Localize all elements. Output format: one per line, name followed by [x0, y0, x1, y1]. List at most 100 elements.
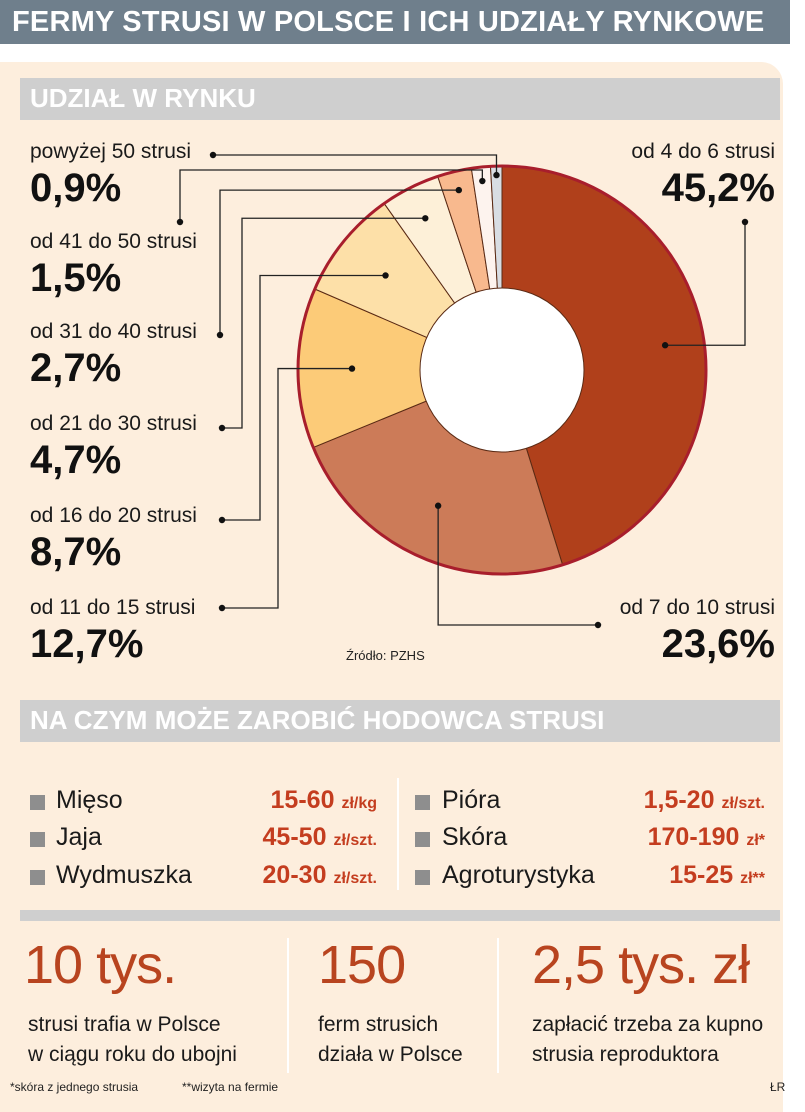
- bullet-icon: [415, 870, 430, 885]
- fact-line: działa w Polsce: [318, 1043, 463, 1066]
- leader-dot: [479, 177, 486, 185]
- earning-name: Agroturystyka: [442, 861, 595, 889]
- fact-number: 150: [318, 935, 406, 995]
- title-bar: FERMY STRUSI W POLSCE I ICH UDZIAŁY RYNK…: [0, 0, 790, 44]
- leader-11-15: [222, 367, 353, 609]
- pct-4-6: 45,2%: [661, 166, 775, 210]
- leader-dot: [434, 502, 442, 509]
- earning-price: 1,5-20 zł/szt.: [644, 786, 765, 815]
- leader-dot: [176, 218, 184, 226]
- earning-price: 45-50 zł/szt.: [263, 823, 377, 852]
- fact-line: ferm strusich: [318, 1013, 439, 1036]
- leader-16-20: [222, 274, 386, 521]
- leader-dot: [218, 516, 226, 524]
- earning-name: Jaja: [56, 823, 102, 851]
- fact-description: strusi trafia w Polsce w ciągu roku do u…: [28, 1010, 237, 1070]
- label-31-40: od 31 do 40 strusi: [30, 320, 197, 343]
- pct-41-50: 1,5%: [30, 256, 122, 300]
- price-value: 15-25: [669, 861, 734, 889]
- fact-divider: [287, 938, 289, 1073]
- price-value: 45-50: [262, 823, 327, 851]
- earning-price: 20-30 zł/szt.: [263, 861, 377, 890]
- price-unit: zł*: [746, 832, 765, 849]
- donut-chart: [176, 151, 749, 629]
- donut-hole: [419, 287, 585, 453]
- earning-name: Pióra: [442, 786, 501, 814]
- market-share-title: UDZIAŁ W RYNKU: [30, 83, 256, 113]
- bullet-icon: [30, 795, 45, 810]
- fact-line: w ciągu roku do ubojni: [28, 1043, 237, 1066]
- section-divider: [20, 910, 780, 921]
- price-value: 1,5-20: [643, 786, 715, 814]
- pct-31-40: 2,7%: [30, 346, 122, 390]
- label-7-10: od 7 do 10 strusi: [619, 596, 775, 619]
- leader-4-6: [665, 222, 746, 346]
- label-16-20: od 16 do 20 strusi: [30, 504, 197, 527]
- fact-number: 10 tys.: [24, 935, 177, 995]
- leader-dot: [493, 171, 500, 179]
- price-unit: zł/szt.: [333, 832, 377, 849]
- label-4-6: od 4 do 6 strusi: [631, 140, 775, 163]
- bullet-icon: [415, 795, 430, 810]
- page-title: FERMY STRUSI W POLSCE I ICH UDZIAŁY RYNK…: [12, 6, 765, 38]
- fact-line: strusia reproduktora: [532, 1043, 719, 1066]
- price-unit: zł/kg: [341, 795, 377, 812]
- bullet-icon: [415, 832, 430, 847]
- leader-7-10: [437, 505, 598, 626]
- leader-dot: [422, 215, 429, 222]
- leader-lines: [176, 151, 749, 629]
- author-credit: ŁR: [770, 1080, 786, 1094]
- earning-name: Mięso: [56, 786, 123, 814]
- label-11-15: od 11 do 15 strusi: [30, 596, 196, 619]
- pct-21-30: 4,7%: [30, 438, 122, 482]
- leader-dot: [382, 272, 389, 279]
- fact-line: strusi trafia w Polsce: [28, 1013, 221, 1036]
- leader-dot: [209, 151, 217, 159]
- donut-outline: [296, 164, 708, 576]
- pct-7-10: 23,6%: [661, 622, 775, 666]
- earnings-title: NA CZYM MOŻE ZAROBIĆ HODOWCA STRUSI: [30, 705, 605, 735]
- label-21-30: od 21 do 30 strusi: [30, 412, 197, 435]
- footnote-visit: **wizyta na fermie: [182, 1080, 279, 1094]
- price-value: 20-30: [262, 861, 327, 889]
- fact-number: 2,5 tys. zł: [532, 935, 750, 995]
- leader-dot: [348, 365, 356, 372]
- leader-21-30: [222, 217, 426, 429]
- earning-price: 15-60 zł/kg: [271, 786, 377, 815]
- fact-description: ferm strusich działa w Polsce: [318, 1010, 463, 1070]
- leader-dot: [661, 342, 669, 349]
- leader-dot: [594, 621, 602, 629]
- leader-dot: [218, 424, 226, 432]
- leader-dot: [216, 331, 224, 339]
- label-41-50: od 41 do 50 strusi: [30, 230, 197, 253]
- leader-31-40: [219, 189, 459, 335]
- price-value: 170-190: [647, 823, 740, 851]
- price-unit: zł**: [740, 870, 765, 887]
- price-unit: zł/szt.: [333, 870, 377, 887]
- price-unit: zł/szt.: [721, 795, 765, 812]
- earning-price: 15-25 zł**: [669, 861, 765, 890]
- fact-divider: [497, 938, 499, 1073]
- earning-name: Wydmuszka: [56, 861, 192, 889]
- bullet-icon: [30, 870, 45, 885]
- earnings-header: NA CZYM MOŻE ZAROBIĆ HODOWCA STRUSI: [20, 700, 780, 742]
- earning-name: Skóra: [442, 823, 508, 851]
- footnote-skin: *skóra z jednego strusia: [10, 1080, 139, 1094]
- market-share-header: UDZIAŁ W RYNKU: [20, 78, 780, 120]
- earning-price: 170-190 zł*: [648, 823, 765, 852]
- fact-description: zapłacić trzeba za kupno strusia reprodu…: [532, 1010, 763, 1070]
- leader-dot: [455, 186, 463, 194]
- label-above-50: powyżej 50 strusi: [30, 140, 192, 163]
- leader-above-50: [213, 154, 498, 176]
- source-note: Źródło: PZHS: [346, 648, 425, 663]
- bullet-icon: [30, 832, 45, 847]
- fact-line: zapłacić trzeba za kupno: [532, 1013, 764, 1036]
- pct-above-50: 0,9%: [30, 166, 122, 210]
- pct-16-20: 8,7%: [30, 530, 122, 574]
- leader-dot: [741, 218, 749, 226]
- leader-dot: [218, 604, 226, 612]
- leader-41-50: [179, 169, 483, 222]
- price-value: 15-60: [270, 786, 335, 814]
- pct-11-15: 12,7%: [30, 622, 144, 666]
- earnings-divider: [397, 778, 399, 890]
